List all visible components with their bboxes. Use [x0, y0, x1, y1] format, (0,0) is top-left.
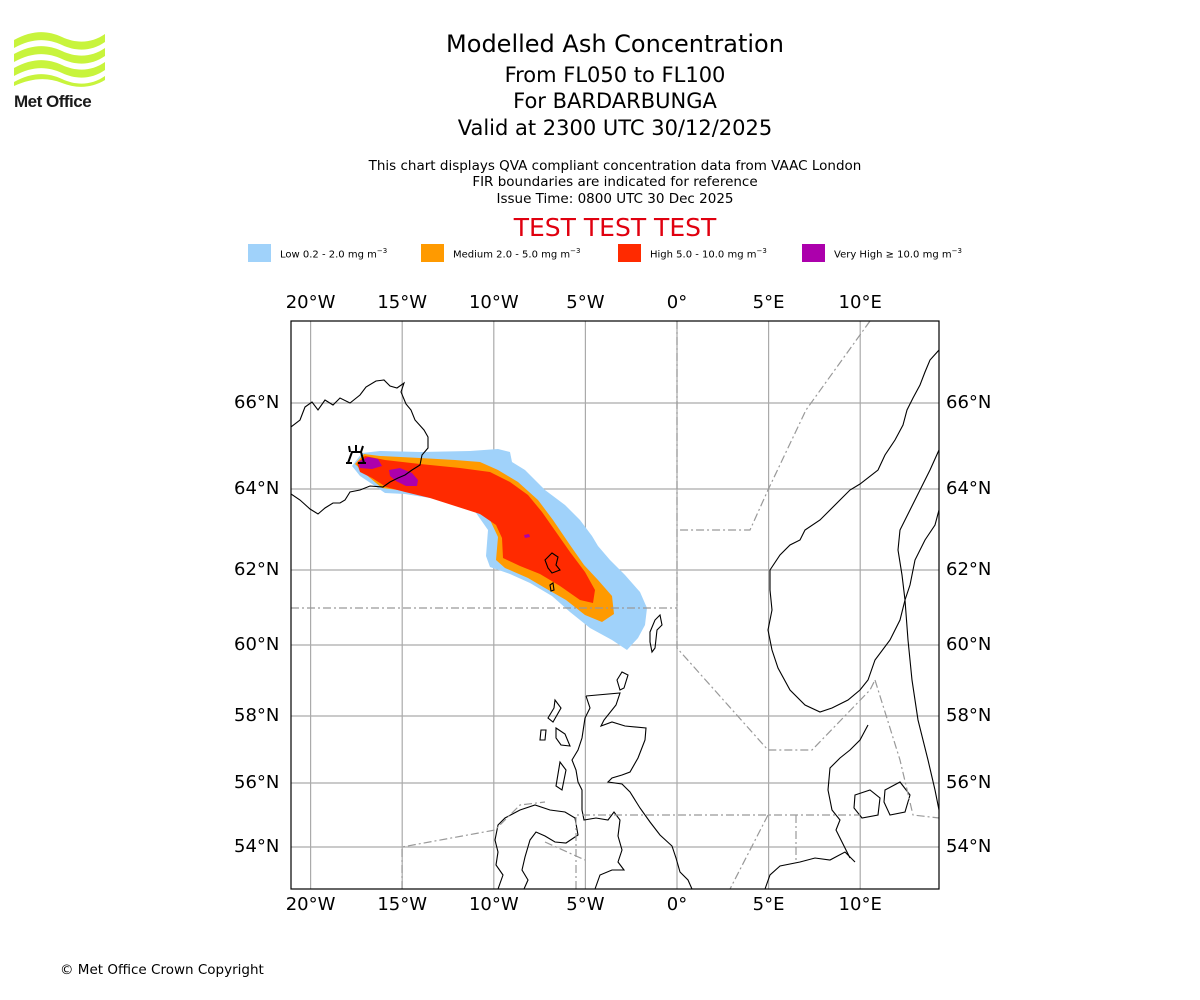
fir-boundary — [874, 679, 939, 819]
legend-swatch-very-high — [802, 244, 825, 262]
legend-swatch-high — [618, 244, 641, 262]
lat-tick-label-left: 58°N — [234, 705, 280, 726]
lon-tick-label-bottom: 15°W — [377, 894, 428, 915]
lat-tick-label-right: 56°N — [946, 772, 992, 793]
lat-tick-label-right: 54°N — [946, 836, 992, 857]
lon-tick-label-bottom: 10°W — [468, 894, 519, 915]
coastline-norway — [767, 349, 939, 713]
lat-tick-label-left: 66°N — [234, 392, 280, 413]
coastline-iceland — [291, 379, 429, 515]
issue-time: Issue Time: 0800 UTC 30 Dec 2025 — [496, 191, 734, 207]
lat-tick-label-right: 64°N — [946, 478, 992, 499]
validity-time: Valid at 2300 UTC 30/12/2025 — [457, 116, 773, 140]
coastline-hebrides — [539, 729, 547, 741]
legend-swatch-medium — [421, 244, 444, 262]
fir-boundary — [676, 321, 876, 751]
volcano-name: For BARDARBUNGA — [513, 89, 717, 113]
coastline-denmark — [827, 724, 869, 859]
volcano-icon — [346, 445, 366, 464]
coastlines — [291, 349, 939, 889]
lat-tick-label-right: 60°N — [946, 634, 992, 655]
lat-tick-label-left: 56°N — [234, 772, 280, 793]
coastline-hebrides — [555, 760, 567, 791]
lon-tick-label-top: 20°W — [285, 292, 336, 313]
legend-unit-sup: −3 — [756, 247, 767, 255]
lon-tick-label-top: 15°W — [377, 292, 428, 313]
test-banner: TEST TEST TEST — [513, 213, 717, 242]
legend-label-medium: Medium 2.0 - 5.0 mg m — [453, 249, 571, 261]
met-office-wave-icon — [14, 32, 105, 87]
coastline-netherlands — [764, 851, 856, 889]
lon-tick-label-top: 10°E — [838, 292, 882, 313]
legend-label-very-high: Very High ≥ 10.0 mg m — [834, 249, 952, 261]
ash-area-high — [357, 456, 595, 603]
coastline-shetland — [649, 613, 663, 654]
lon-tick-label-top: 5°W — [566, 292, 605, 313]
fir-note: FIR boundaries are indicated for referen… — [472, 174, 758, 190]
coastline-denmark-islands — [853, 789, 881, 819]
coastline-hebrides — [555, 726, 571, 747]
legend-label-low: Low 0.2 - 2.0 mg m — [280, 249, 377, 261]
lat-tick-label-right: 62°N — [946, 559, 992, 580]
copyright: © Met Office Crown Copyright — [60, 962, 264, 978]
lon-tick-label-bottom: 0° — [666, 894, 688, 915]
ash-area-medium — [355, 454, 614, 622]
lat-tick-label-right: 66°N — [946, 392, 992, 413]
coastline-orkney — [616, 671, 629, 691]
fir-boundary — [575, 814, 860, 889]
fir-boundary — [401, 801, 546, 889]
lon-tick-label-bottom: 10°E — [838, 894, 882, 915]
coastline-norway-inner — [897, 449, 939, 601]
lon-tick-label-top: 0° — [666, 292, 688, 313]
lat-tick-label-left: 54°N — [234, 836, 280, 857]
lon-tick-label-bottom: 5°W — [566, 894, 605, 915]
coastline-denmark-islands — [883, 781, 911, 816]
coastline-faroe — [549, 582, 555, 592]
coastline-hebrides — [547, 698, 562, 723]
chart-title: Modelled Ash Concentration — [446, 30, 784, 58]
fir-boundary — [677, 321, 871, 531]
fir-boundary — [544, 841, 586, 861]
coastline-sweden — [904, 599, 939, 811]
logo-text: Met Office — [14, 92, 92, 111]
legend-unit-sup: −3 — [570, 247, 581, 255]
lon-tick-label-top: 10°W — [468, 292, 519, 313]
lon-tick-label-bottom: 5°E — [752, 894, 785, 915]
ash-area-very-high — [389, 468, 418, 486]
met-office-logo — [14, 32, 105, 87]
lat-tick-label-left: 64°N — [234, 478, 280, 499]
coastline-ireland — [494, 804, 579, 889]
lat-tick-label-left: 60°N — [234, 634, 280, 655]
legend-swatch-low — [248, 244, 271, 262]
fir-boundary — [729, 814, 769, 889]
lon-tick-label-top: 5°E — [752, 292, 785, 313]
lon-tick-label-bottom: 20°W — [285, 894, 336, 915]
ash-area-very-high — [524, 534, 530, 538]
lat-tick-label-right: 58°N — [946, 705, 992, 726]
compliance-note: This chart displays QVA compliant concen… — [368, 158, 862, 174]
fir-boundaries — [291, 321, 939, 889]
coastline-great-britain — [571, 692, 693, 889]
legend-unit-sup: −3 — [951, 247, 962, 255]
legend-unit-sup: −3 — [376, 247, 388, 255]
lat-tick-label-left: 62°N — [234, 559, 280, 580]
legend-label-high: High 5.0 - 10.0 mg m — [650, 249, 757, 261]
flight-level-range: From FL050 to FL100 — [504, 63, 726, 87]
coastline-faroe — [544, 552, 561, 574]
map-frame — [290, 320, 940, 890]
